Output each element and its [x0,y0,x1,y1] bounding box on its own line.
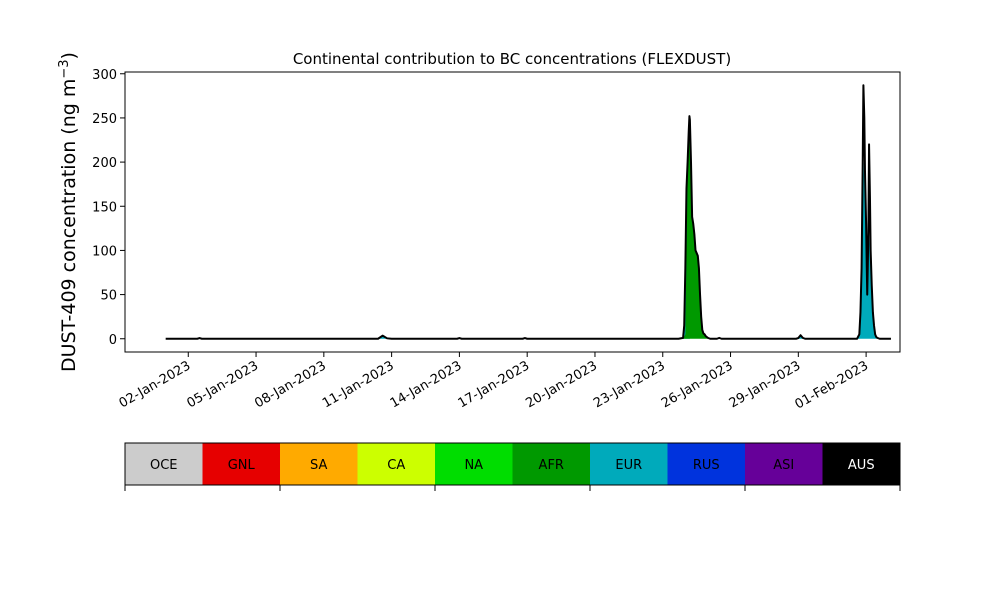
y-tick-label: 100 [92,244,117,259]
legend-swatch-na [435,443,513,485]
legend-label-oce: OCE [150,458,178,473]
y-axis-label: DUST-409 concentration (ng m−3) [57,52,81,372]
legend-swatch-ca [357,443,435,485]
legend-swatch-eur [590,443,668,485]
legend-label-afr: AFR [539,458,564,473]
legend-label-rus: RUS [693,458,720,473]
x-tick-label: 17-Jan-2023 [456,358,533,411]
legend-label-gnl: GNL [228,458,256,473]
y-tick-label: 0 [109,333,117,348]
plot-area: 0 50 100 150 200 250 300 02-Jan-202305-Jan-2023… [92,68,901,412]
x-tick-label: 02-Jan-2023 [117,358,194,411]
x-tick-label: 05-Jan-2023 [184,358,261,411]
legend-swatch-oce [125,443,203,485]
x-tick-label: 08-Jan-2023 [252,358,329,411]
x-tick-label: 14-Jan-2023 [388,358,465,411]
legend-swatch-rus [667,443,745,485]
y-tick-label: 250 [92,112,117,127]
legend-swatch-aus [822,443,900,485]
legend-label-ca: CA [387,458,405,473]
y-axis-label-close: ) [58,52,80,59]
legend-swatch-gnl [202,443,280,485]
x-tick-label: 11-Jan-2023 [320,358,397,411]
x-tick-label: 26-Jan-2023 [659,358,736,411]
legend-label-na: NA [464,458,483,473]
legend-swatch-afr [512,443,590,485]
x-tick-label: 01-Feb-2023 [793,358,872,412]
y-tick-label: 150 [92,200,117,215]
plot-frame [124,71,901,353]
x-tick-label: 20-Jan-2023 [523,358,600,411]
legend-swatch-asi [745,443,823,485]
y-axis-label-main: DUST-409 concentration (ng m [58,79,80,372]
total-line [165,84,891,340]
legend-label-eur: EUR [615,458,642,473]
legend-label-sa: SA [310,458,327,473]
x-tick-label: 23-Jan-2023 [591,358,668,411]
series-area-afr [165,117,891,339]
y-tick-label: 50 [100,289,117,304]
x-tick-label: 29-Jan-2023 [727,358,804,411]
chart-title: Continental contribution to BC concentra… [293,50,731,68]
series-area-eur [165,162,891,339]
y-axis-label-exponent: −3 [57,59,72,78]
legend-label-aus: AUS [848,458,875,473]
legend-swatch-sa [280,443,358,485]
legend-label-asi: ASI [773,458,794,473]
y-tick-label: 200 [92,156,117,171]
region-legend: OCE GNL SA CA NA AFR EUR RUS ASI AUS [124,442,901,491]
legend-frame [124,442,901,486]
y-tick-label: 300 [92,68,117,83]
